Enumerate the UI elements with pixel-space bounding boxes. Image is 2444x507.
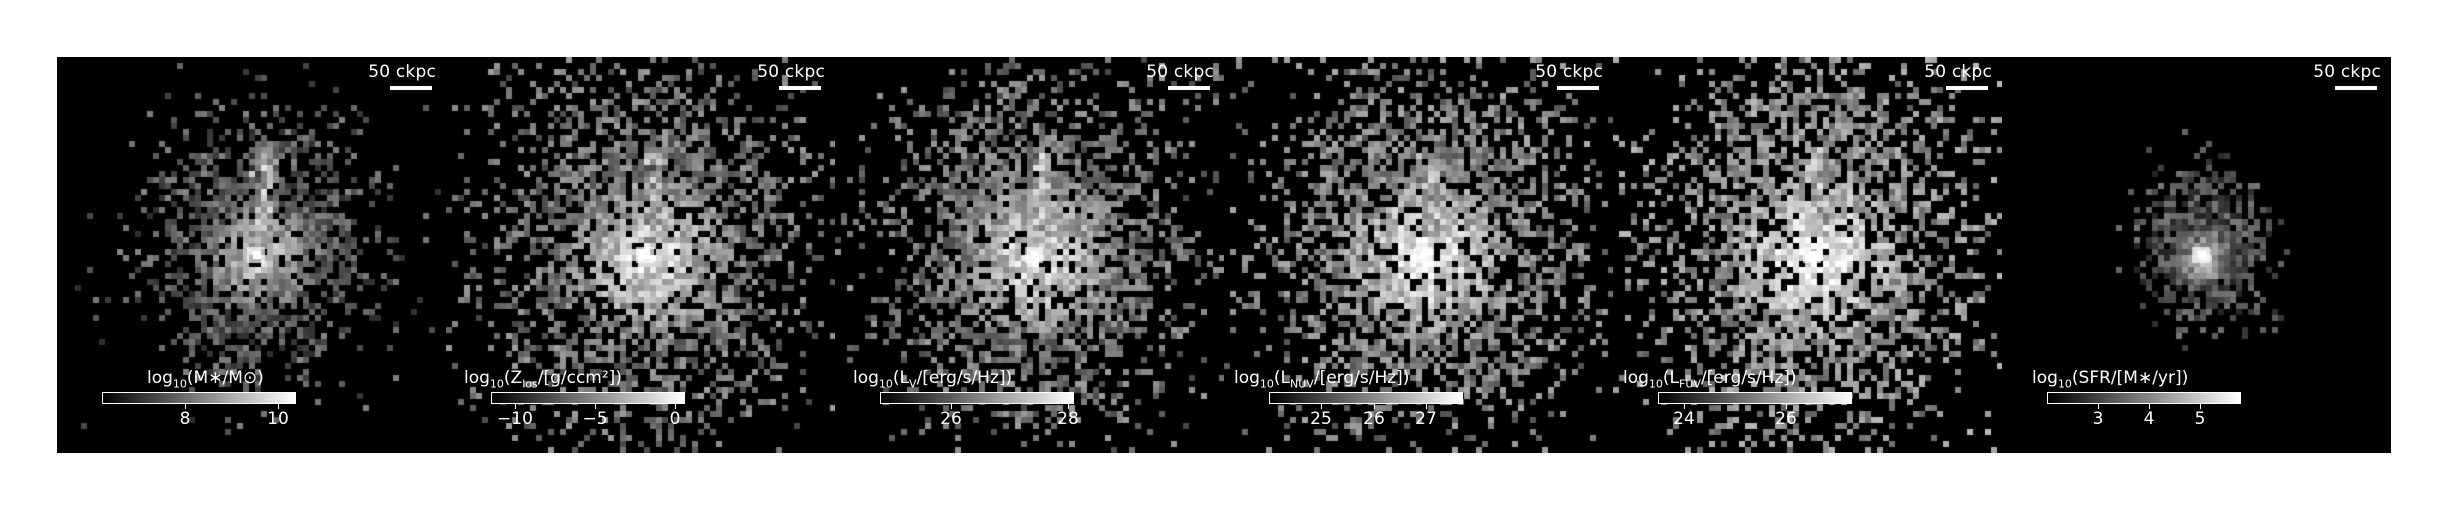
colorbar-title: log10(LNUV/[erg/s/Hz]): [1234, 368, 1410, 391]
colorbar-tick: [185, 404, 186, 409]
colorbar-tick-label: 26: [1363, 409, 1385, 429]
figure: 50 ckpc log10(M∗/M⊙) 8 10 50 ckpc log10(Zlos/…: [57, 57, 2395, 453]
scalebar-label: 50 ckpc: [1924, 62, 1992, 82]
panel-sfr: 50 ckpc log10(SFR/[M∗/yr]) 3 4 5: [2002, 57, 2391, 453]
colorbar-title: log10(LFUV/[erg/s/Hz]): [1623, 368, 1797, 391]
colorbar-tick: [1068, 404, 1069, 409]
scalebar-label: 50 ckpc: [2313, 62, 2381, 82]
colorbar-tick-label: 25: [1310, 409, 1332, 429]
colorbar-tick-label: 26: [1775, 409, 1797, 429]
colorbar: [1658, 392, 1852, 404]
colorbar: [880, 392, 1074, 404]
scalebar-label: 50 ckpc: [368, 62, 436, 82]
colorbar-tick-label: 0: [669, 409, 681, 429]
colorbar: [102, 392, 296, 404]
colorbar-tick-label: 26: [940, 409, 962, 429]
colorbar: [2047, 392, 2241, 404]
scalebar-line: [2335, 86, 2377, 90]
colorbar-tick: [675, 404, 676, 409]
colorbar-title: log10(Zlos/[g/ccm²]): [464, 368, 622, 391]
scalebar-line: [779, 86, 821, 90]
scalebar-line: [1557, 86, 1599, 90]
scalebar-line: [390, 86, 432, 90]
panel-stellar-mass: 50 ckpc log10(M∗/M⊙) 8 10: [57, 57, 446, 453]
colorbar-tick-label: 24: [1673, 409, 1695, 429]
colorbar-tick-label: −5: [582, 409, 608, 429]
scalebar-label: 50 ckpc: [1535, 62, 1603, 82]
colorbar-tick-label: 10: [267, 409, 289, 429]
scalebar-line: [1168, 86, 1210, 90]
colorbar: [491, 392, 685, 404]
colorbar-tick-label: 4: [2143, 409, 2155, 429]
colorbar-tick-label: 8: [179, 409, 191, 429]
panel-lum-nuv: 50 ckpc log10(LNUV/[erg/s/Hz]) 25 26 27: [1224, 57, 1613, 453]
colorbar-tick-label: 5: [2194, 409, 2206, 429]
colorbar-tick: [1374, 404, 1375, 409]
colorbar-tick: [1684, 404, 1685, 409]
map-image-metallicity: [446, 57, 835, 453]
colorbar: [1269, 392, 1463, 404]
colorbar-tick: [2149, 404, 2150, 409]
colorbar-tick-label: 27: [1415, 409, 1437, 429]
colorbar-tick: [515, 404, 516, 409]
map-image-sfr: [2002, 57, 2391, 453]
panel-lum-v: 50 ckpc log10(LV/[erg/s/Hz]) 26 28: [835, 57, 1224, 453]
scalebar-line: [1946, 86, 1988, 90]
colorbar-title: log10(LV/[erg/s/Hz]): [853, 368, 1013, 391]
colorbar-tick: [1786, 404, 1787, 409]
map-image-lum-nuv: [1224, 57, 1613, 453]
scalebar-label: 50 ckpc: [1146, 62, 1214, 82]
colorbar-tick: [595, 404, 596, 409]
panel-lum-fuv: 50 ckpc log10(LFUV/[erg/s/Hz]) 24 26: [1613, 57, 2002, 453]
panel-metallicity: 50 ckpc log10(Zlos/[g/ccm²]) −10 −5 0: [446, 57, 835, 453]
scalebar-label: 50 ckpc: [757, 62, 825, 82]
colorbar-tick: [2098, 404, 2099, 409]
colorbar-tick: [1321, 404, 1322, 409]
colorbar-tick: [951, 404, 952, 409]
colorbar-tick: [2200, 404, 2201, 409]
colorbar-title: log10(M∗/M⊙): [147, 368, 264, 391]
map-image-lum-fuv: [1613, 57, 2002, 453]
colorbar-tick: [278, 404, 279, 409]
colorbar-title: log10(SFR/[M∗/yr]): [2032, 368, 2189, 391]
colorbar-tick-label: 28: [1057, 409, 1079, 429]
map-image-stellar-mass: [57, 57, 446, 453]
map-image-lum-v: [835, 57, 1224, 453]
colorbar-tick: [1426, 404, 1427, 409]
colorbar-tick-label: 3: [2092, 409, 2104, 429]
colorbar-tick-label: −10: [497, 409, 533, 429]
